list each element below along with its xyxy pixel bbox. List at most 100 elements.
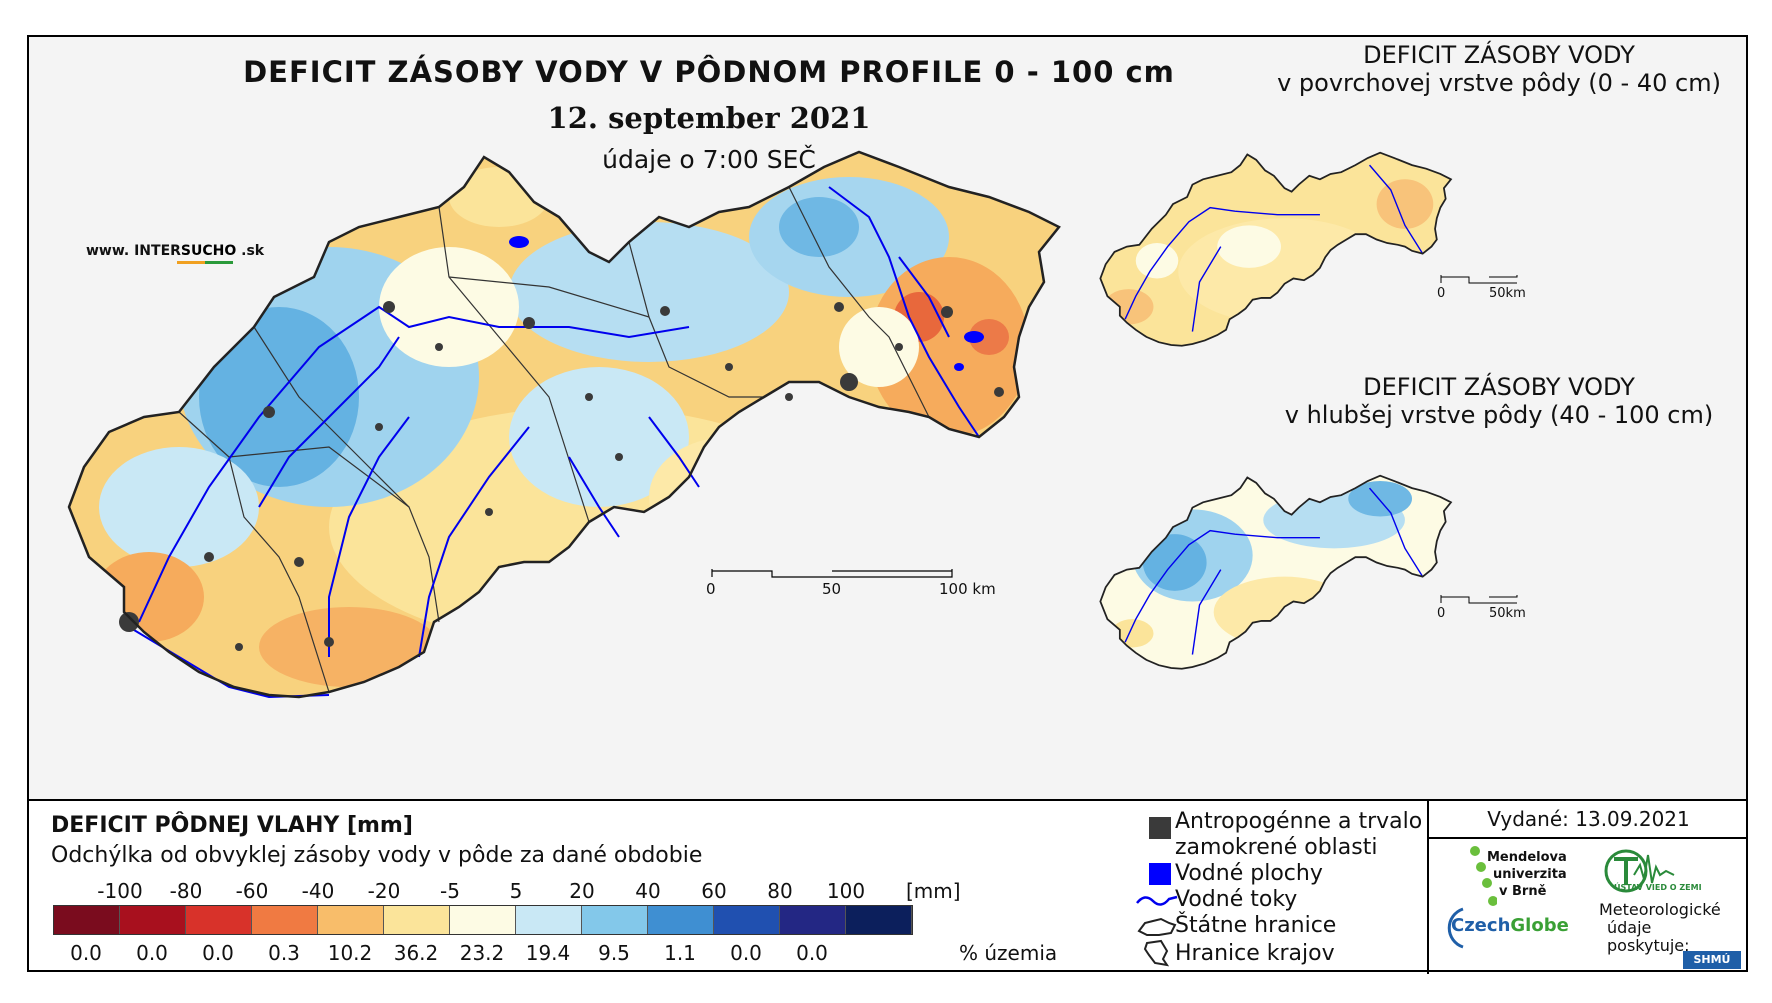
legend-tick: -60 xyxy=(235,879,269,903)
legend-swatch xyxy=(120,906,186,934)
legend-tick: 40 xyxy=(635,879,661,903)
legend-swatch xyxy=(450,906,516,934)
legend-pct: 0.0 xyxy=(136,941,168,965)
legend-swatch xyxy=(516,906,582,934)
main-scale-0: 0 xyxy=(706,580,716,598)
legend-tick: -5 xyxy=(440,879,460,903)
czechglobe-a: Czech xyxy=(1451,915,1511,936)
mendel-logo: Mendelova univerzita v Brně xyxy=(1487,849,1567,900)
meteo-line1: Meteorologické xyxy=(1599,900,1721,919)
legend-swatch xyxy=(582,906,648,934)
inset-top-title-line1: DEFICIT ZÁSOBY VODY xyxy=(1363,41,1635,69)
urban-area-swatch xyxy=(1149,817,1171,839)
legend-tick: 60 xyxy=(701,879,727,903)
brand-accent: SUCHO xyxy=(180,243,237,259)
main-map xyxy=(67,150,1061,699)
meteo-line2: údaje xyxy=(1607,918,1652,937)
key-state-border-label: Štátne hranice xyxy=(1175,913,1337,938)
czechglobe-b: Globe xyxy=(1510,915,1569,936)
state-border-icon xyxy=(1137,917,1177,936)
legend-unit: [mm] xyxy=(906,879,961,903)
legend-pct: 23.2 xyxy=(459,941,505,965)
legend-pct: 0.0 xyxy=(796,941,828,965)
brand-underline-orange xyxy=(177,261,231,264)
brand-underline-green xyxy=(205,261,233,264)
legend-percent-label: % územia xyxy=(959,941,1058,965)
legend-pct: 19.4 xyxy=(525,941,571,965)
key-region-border-label: Hranice krajov xyxy=(1175,941,1335,966)
mendel-line3: v Brně xyxy=(1499,884,1547,899)
inset-top-title: DEFICIT ZÁSOBY VODY v povrchovej vrstve … xyxy=(1259,41,1739,97)
inset-top-scale-0: 0 xyxy=(1437,286,1446,301)
legend-swatch xyxy=(318,906,384,934)
legend-swatch xyxy=(252,906,318,934)
legend-pct: 0.3 xyxy=(268,941,300,965)
legend-swatch xyxy=(714,906,780,934)
legend-tick: -80 xyxy=(169,879,203,903)
legend-tick: -20 xyxy=(367,879,401,903)
mendel-line2: univerzita xyxy=(1493,867,1567,882)
inset-top-scale-bar xyxy=(1440,275,1518,284)
inset-bottom-scale-bar xyxy=(1440,595,1518,604)
legend-ticks: -100 -80 -60 -40 -20 -5 5 20 40 60 80 10… xyxy=(51,879,951,905)
legend-pct: 1.1 xyxy=(664,941,696,965)
legend-swatch xyxy=(54,906,120,934)
legend-title: DEFICIT PÔDNEJ VLAHY [mm] xyxy=(51,813,413,838)
legend-panel: DEFICIT PÔDNEJ VLAHY [mm] Odchýlka od ob… xyxy=(29,799,1748,974)
legend-swatch xyxy=(648,906,714,934)
legend-swatch xyxy=(186,906,252,934)
legend-tick: 20 xyxy=(569,879,595,903)
brand-link[interactable]: www. INTERSUCHO .sk xyxy=(86,243,264,259)
legend-pct: 9.5 xyxy=(598,941,630,965)
main-scale-50: 50 xyxy=(822,580,842,598)
legend-pct: 0.0 xyxy=(202,941,234,965)
key-rivers-label: Vodné toky xyxy=(1175,887,1298,912)
time-subtitle: údaje o 7:00 SEČ xyxy=(602,145,816,174)
river-line-icon xyxy=(1136,895,1178,906)
legend-tick: 80 xyxy=(767,879,793,903)
main-scale-bar xyxy=(711,569,953,578)
main-title: DEFICIT ZÁSOBY VODY V PÔDNOM PROFILE 0 -… xyxy=(243,55,1175,89)
inset-bottom-scale-0: 0 xyxy=(1437,606,1446,621)
legend-swatch xyxy=(384,906,450,934)
legend-tick: -100 xyxy=(97,879,143,903)
inset-top-title-line2: v povrchovej vrstve pôdy (0 - 40 cm) xyxy=(1277,69,1721,97)
meteo-line3: poskytuje: xyxy=(1607,936,1690,955)
legend-pct: 0.0 xyxy=(70,941,102,965)
czechglobe-arc-icon xyxy=(1447,907,1464,949)
logos-panel: Mendelova univerzita v Brně CzechGlobe Ú… xyxy=(1427,839,1748,974)
legend-percentages: 0.0 0.0 0.0 0.3 10.2 36.2 23.2 19.4 9.5 … xyxy=(53,941,953,965)
inset-bottom-map xyxy=(1099,474,1452,670)
inset-bottom-scale-50: 50km xyxy=(1489,606,1526,621)
brand-suffix: .sk xyxy=(236,243,265,259)
czechglobe-logo: CzechGlobe xyxy=(1451,915,1569,936)
legend-pct: 10.2 xyxy=(327,941,373,965)
issued-date: Vydané: 13.09.2021 xyxy=(1427,801,1748,839)
ustav-logo-icon xyxy=(1604,849,1675,893)
legend-tick: -40 xyxy=(301,879,335,903)
date-title: 12. september 2021 xyxy=(547,101,871,135)
symbol-key: Antropogénne a trvalo zamokrené oblasti … xyxy=(1119,801,1449,974)
legend-subtitle: Odchýlka od obvyklej zásoby vody v pôde … xyxy=(51,843,703,868)
legend-swatch xyxy=(846,906,912,934)
key-water-bodies-label: Vodné plochy xyxy=(1175,861,1323,886)
inset-bottom-title-line2: v hlubšej vrstve pôdy (40 - 100 cm) xyxy=(1284,401,1714,429)
inset-top-scale-50: 50km xyxy=(1489,286,1526,301)
key-anthropogenic-line1: Antropogénne a trvalo xyxy=(1175,809,1423,834)
meteo-credit: Meteorologické údaje poskytuje: xyxy=(1599,901,1721,955)
map-area: DEFICIT ZÁSOBY VODY V PÔDNOM PROFILE 0 -… xyxy=(29,37,1746,799)
brand-prefix: www. INTER xyxy=(86,243,181,259)
figure-frame: DEFICIT ZÁSOBY VODY V PÔDNOM PROFILE 0 -… xyxy=(27,35,1748,974)
inset-bottom-title: DEFICIT ZÁSOBY VODY v hlubšej vrstve pôd… xyxy=(1259,373,1739,429)
ustav-label: ÚSTAV VIED O ZEMI xyxy=(1614,883,1702,892)
mendel-line1: Mendelova xyxy=(1487,850,1567,865)
region-border-icon xyxy=(1143,939,1170,967)
water-body-swatch xyxy=(1149,863,1171,885)
key-anthropogenic-line2: zamokrené oblasti xyxy=(1175,835,1378,860)
legend-pct: 0.0 xyxy=(730,941,762,965)
legend-swatch xyxy=(780,906,846,934)
mendel-dots-icon xyxy=(1470,846,1497,906)
legend-colorbar xyxy=(53,905,913,935)
legend-pct: 36.2 xyxy=(393,941,439,965)
inset-top-map xyxy=(1099,151,1452,347)
